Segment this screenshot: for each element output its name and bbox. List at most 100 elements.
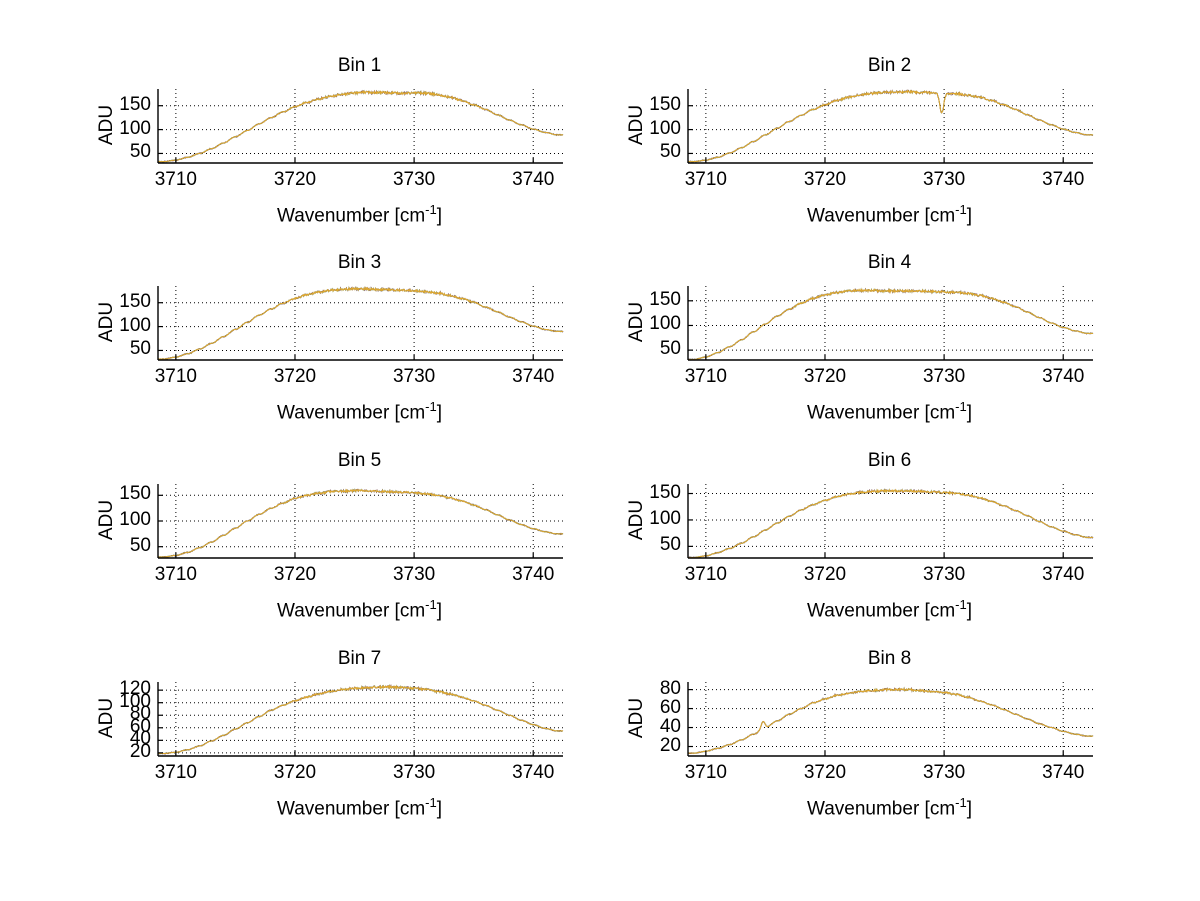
series-measured <box>688 89 1093 163</box>
x-axis-label-bracket: ] <box>966 798 972 820</box>
y-tick-label: 50 <box>129 141 151 163</box>
panel-bin-3: Bin 3 ADU 50 100 150 3710 3720 3730 3740 Wavenumb… <box>47 252 582 456</box>
x-axis-label-exponent: -1 <box>425 795 437 810</box>
x-tick-label: 3740 <box>512 762 555 783</box>
x-axis-label: Wavenumber [cm-1] <box>157 202 562 227</box>
x-axis-label-exponent: -1 <box>425 399 437 414</box>
x-axis-label: Wavenumber [cm-1] <box>687 399 1092 424</box>
x-axis-label-exponent: -1 <box>955 597 967 612</box>
series-secondary <box>157 683 564 755</box>
series-measured <box>158 684 563 754</box>
series-measured <box>688 488 1093 558</box>
y-tick-label: 50 <box>129 534 151 556</box>
x-tick-label: 3710 <box>154 564 197 585</box>
plot-area <box>157 682 564 757</box>
y-tick-label: 50 <box>659 141 681 163</box>
plot-area <box>687 484 1094 559</box>
series-secondary <box>687 287 1094 361</box>
x-tick-label: 3720 <box>273 762 317 783</box>
x-axis-label-text: Wavenumber [cm <box>276 205 426 227</box>
y-tick-label: 60 <box>659 696 681 718</box>
x-axis-label-exponent: -1 <box>425 597 437 612</box>
y-tick-label: 120 <box>119 678 151 700</box>
y-tick-label: 100 <box>119 314 151 336</box>
panel-bin-4: Bin 4 ADU 50 100 150 3710 3720 3730 3740 Wavenumb… <box>577 252 1112 456</box>
panel-title: Bin 5 <box>337 450 382 471</box>
series-model <box>157 89 564 163</box>
y-tick-label: 40 <box>659 715 681 737</box>
x-axis-label: Wavenumber [cm-1] <box>687 597 1092 622</box>
panel-title: Bin 7 <box>337 648 382 669</box>
x-axis-label-bracket: ] <box>436 205 442 227</box>
x-tick-label: 3730 <box>922 169 966 190</box>
y-tick-label: 40 <box>129 728 151 750</box>
panel-bin-7: Bin 7 ADU 20 40 60 80 100 120 3710 3720 3730 3740 Wa… <box>47 648 582 852</box>
y-tick-label: 20 <box>659 734 681 756</box>
x-tick-label: 3710 <box>154 169 197 190</box>
x-axis-label-bracket: ] <box>436 798 442 820</box>
series-secondary <box>687 89 1094 163</box>
panel-bin-2: Bin 2 ADU 50 100 150 3710 3720 3730 3740 Wavenumb… <box>577 55 1112 259</box>
series-model <box>687 89 1094 163</box>
x-axis-label-text: Wavenumber [cm <box>806 798 956 820</box>
series-measured <box>688 287 1093 361</box>
y-tick-label: 50 <box>129 338 151 360</box>
x-tick-label: 3730 <box>392 564 436 585</box>
x-tick-label: 3730 <box>392 169 436 190</box>
series-measured <box>158 488 563 558</box>
panel-title: Bin 4 <box>867 252 912 273</box>
panel-bin-6: Bin 6 ADU 50 100 150 3710 3720 3730 3740 Wavenumb… <box>577 450 1112 654</box>
series-secondary <box>687 488 1094 559</box>
y-tick-label: 80 <box>659 677 681 699</box>
x-tick-label: 3740 <box>512 366 555 387</box>
x-axis-label-text: Wavenumber [cm <box>806 600 956 622</box>
panel-bin-8: Bin 8 ADU 20 40 60 80 3710 3720 3730 3740 Wavenumb… <box>577 648 1112 852</box>
x-axis-label-exponent: -1 <box>955 202 967 217</box>
y-tick-label: 150 <box>119 483 151 505</box>
plot-area <box>687 682 1094 757</box>
x-axis-label-bracket: ] <box>436 600 442 622</box>
x-tick-label: 3720 <box>803 564 847 585</box>
x-axis-label: Wavenumber [cm-1] <box>157 399 562 424</box>
x-axis-label-text: Wavenumber [cm <box>276 402 426 424</box>
x-axis-label-exponent: -1 <box>955 399 967 414</box>
plot-area <box>687 89 1094 164</box>
y-tick-label: 100 <box>649 117 681 139</box>
y-tick-label: 50 <box>659 338 681 360</box>
x-axis-label-bracket: ] <box>966 402 972 424</box>
x-tick-label: 3730 <box>922 366 966 387</box>
x-axis-label-exponent: -1 <box>955 795 967 810</box>
x-tick-label: 3720 <box>803 366 847 387</box>
x-tick-label: 3720 <box>803 762 847 783</box>
y-tick-label: 100 <box>119 509 151 530</box>
y-tick-label: 100 <box>119 690 151 712</box>
x-axis-label-bracket: ] <box>966 600 972 622</box>
x-axis-label: Wavenumber [cm-1] <box>687 795 1092 820</box>
series-measured <box>158 286 563 360</box>
x-tick-label: 3740 <box>512 169 555 190</box>
x-tick-label: 3710 <box>684 762 727 783</box>
x-axis-label-text: Wavenumber [cm <box>276 798 426 820</box>
panel-bin-5: Bin 5 ADU 50 100 150 3710 3720 3730 3740 Wavenumb… <box>47 450 582 654</box>
panel-title: Bin 3 <box>337 252 382 273</box>
panel-title: Bin 8 <box>867 648 912 669</box>
y-tick-label: 150 <box>649 93 681 115</box>
x-tick-label: 3710 <box>154 366 197 387</box>
x-tick-label: 3730 <box>922 762 966 783</box>
x-tick-label: 3740 <box>512 564 555 585</box>
series-model <box>157 684 564 755</box>
x-axis-label: Wavenumber [cm-1] <box>157 795 562 820</box>
x-tick-label: 3730 <box>922 564 966 585</box>
panel-title: Bin 1 <box>337 55 382 76</box>
plot-area <box>157 285 564 361</box>
y-tick-label: 150 <box>119 93 151 115</box>
x-tick-label: 3720 <box>273 366 317 387</box>
plot-area <box>157 89 564 164</box>
x-axis-label-bracket: ] <box>966 205 972 227</box>
x-tick-label: 3740 <box>1042 762 1085 783</box>
x-tick-label: 3710 <box>684 169 727 190</box>
x-tick-label: 3740 <box>1042 366 1085 387</box>
series-model <box>687 488 1094 559</box>
x-tick-label: 3740 <box>1042 564 1085 585</box>
y-tick-label: 80 <box>129 703 151 725</box>
